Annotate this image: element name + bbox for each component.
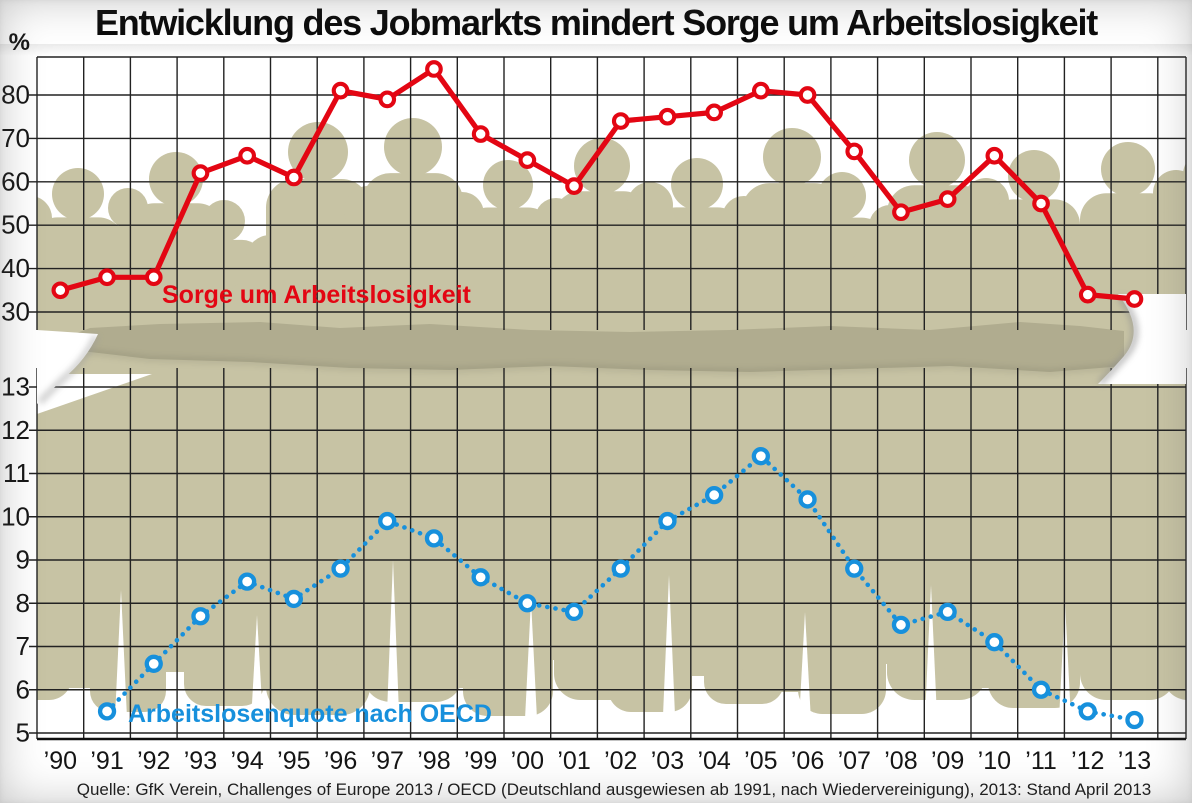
worry-series-label: Sorge um Arbeitslosigkeit: [162, 281, 472, 309]
svg-text:8: 8: [16, 588, 30, 618]
worry-series: [51, 60, 1144, 308]
svg-text:30: 30: [1, 297, 30, 327]
svg-text:9: 9: [16, 545, 30, 575]
svg-text:’13: ’13: [1118, 747, 1151, 775]
svg-text:’09: ’09: [931, 747, 964, 775]
svg-text:’97: ’97: [371, 747, 404, 775]
svg-text:’96: ’96: [324, 747, 357, 775]
svg-text:40: 40: [1, 253, 30, 283]
svg-text:’99: ’99: [464, 747, 497, 775]
svg-text:’00: ’00: [511, 747, 544, 775]
svg-text:10: 10: [1, 501, 30, 531]
svg-text:’08: ’08: [884, 747, 917, 775]
svg-text:’06: ’06: [791, 747, 824, 775]
svg-text:80: 80: [1, 80, 30, 110]
svg-text:’90: ’90: [44, 747, 77, 775]
y-axis-labels-bottom: 5 6 7 8 9 10 11 12 13: [1, 372, 30, 748]
x-axis-labels: ’90 ’91 ’92 ’93 ’94 ’95 ’96 ’97 ’98 ’99 ’00 ’01 ’02 ’…: [44, 747, 1151, 775]
svg-text:Sorge um Arbeitslosigkeit: Sorge um Arbeitslosigkeit: [162, 281, 472, 309]
svg-text:’92: ’92: [137, 747, 170, 775]
oecd-series-label: Arbeitslosenquote nach OECD: [128, 700, 492, 728]
y-axis-labels-top: % 30 40 50 60 70 80: [1, 29, 30, 327]
svg-text:5: 5: [16, 718, 30, 748]
svg-text:’94: ’94: [230, 747, 263, 775]
grid: [29, 56, 1187, 741]
oecd-series: [97, 447, 1144, 730]
svg-text:’03: ’03: [651, 747, 684, 775]
svg-text:11: 11: [3, 458, 30, 488]
svg-text:6: 6: [16, 674, 30, 704]
svg-text:Arbeitslosenquote nach OECD: Arbeitslosenquote nach OECD: [128, 700, 492, 728]
page-title: Entwicklung des Jobmarkts mindert Sorge …: [94, 2, 1098, 43]
svg-text:’05: ’05: [744, 747, 777, 775]
svg-text:’01: ’01: [557, 747, 590, 775]
source-note: Quelle: GfK Verein, Challenges of Europe…: [76, 780, 1152, 799]
torn-edge-right: [1097, 294, 1186, 386]
svg-text:’02: ’02: [604, 747, 637, 775]
svg-text:’11: ’11: [1025, 747, 1057, 775]
torn-edge-left: [37, 330, 99, 405]
svg-text:’91: ’91: [90, 747, 123, 775]
svg-text:’04: ’04: [697, 747, 730, 775]
svg-text:13: 13: [1, 372, 30, 402]
svg-text:7: 7: [16, 631, 30, 661]
divider-band: [47, 322, 1125, 375]
svg-text:’95: ’95: [277, 747, 310, 775]
svg-text:%: %: [9, 29, 30, 56]
svg-text:’07: ’07: [838, 747, 871, 775]
svg-text:60: 60: [1, 166, 30, 196]
crowd-silhouettes: [37, 118, 1186, 739]
svg-text:70: 70: [1, 123, 30, 153]
svg-text:’98: ’98: [417, 747, 450, 775]
svg-text:’12: ’12: [1071, 747, 1104, 775]
svg-text:’93: ’93: [184, 747, 217, 775]
svg-text:’10: ’10: [978, 747, 1011, 775]
svg-text:50: 50: [1, 210, 30, 240]
svg-text:12: 12: [1, 415, 30, 445]
